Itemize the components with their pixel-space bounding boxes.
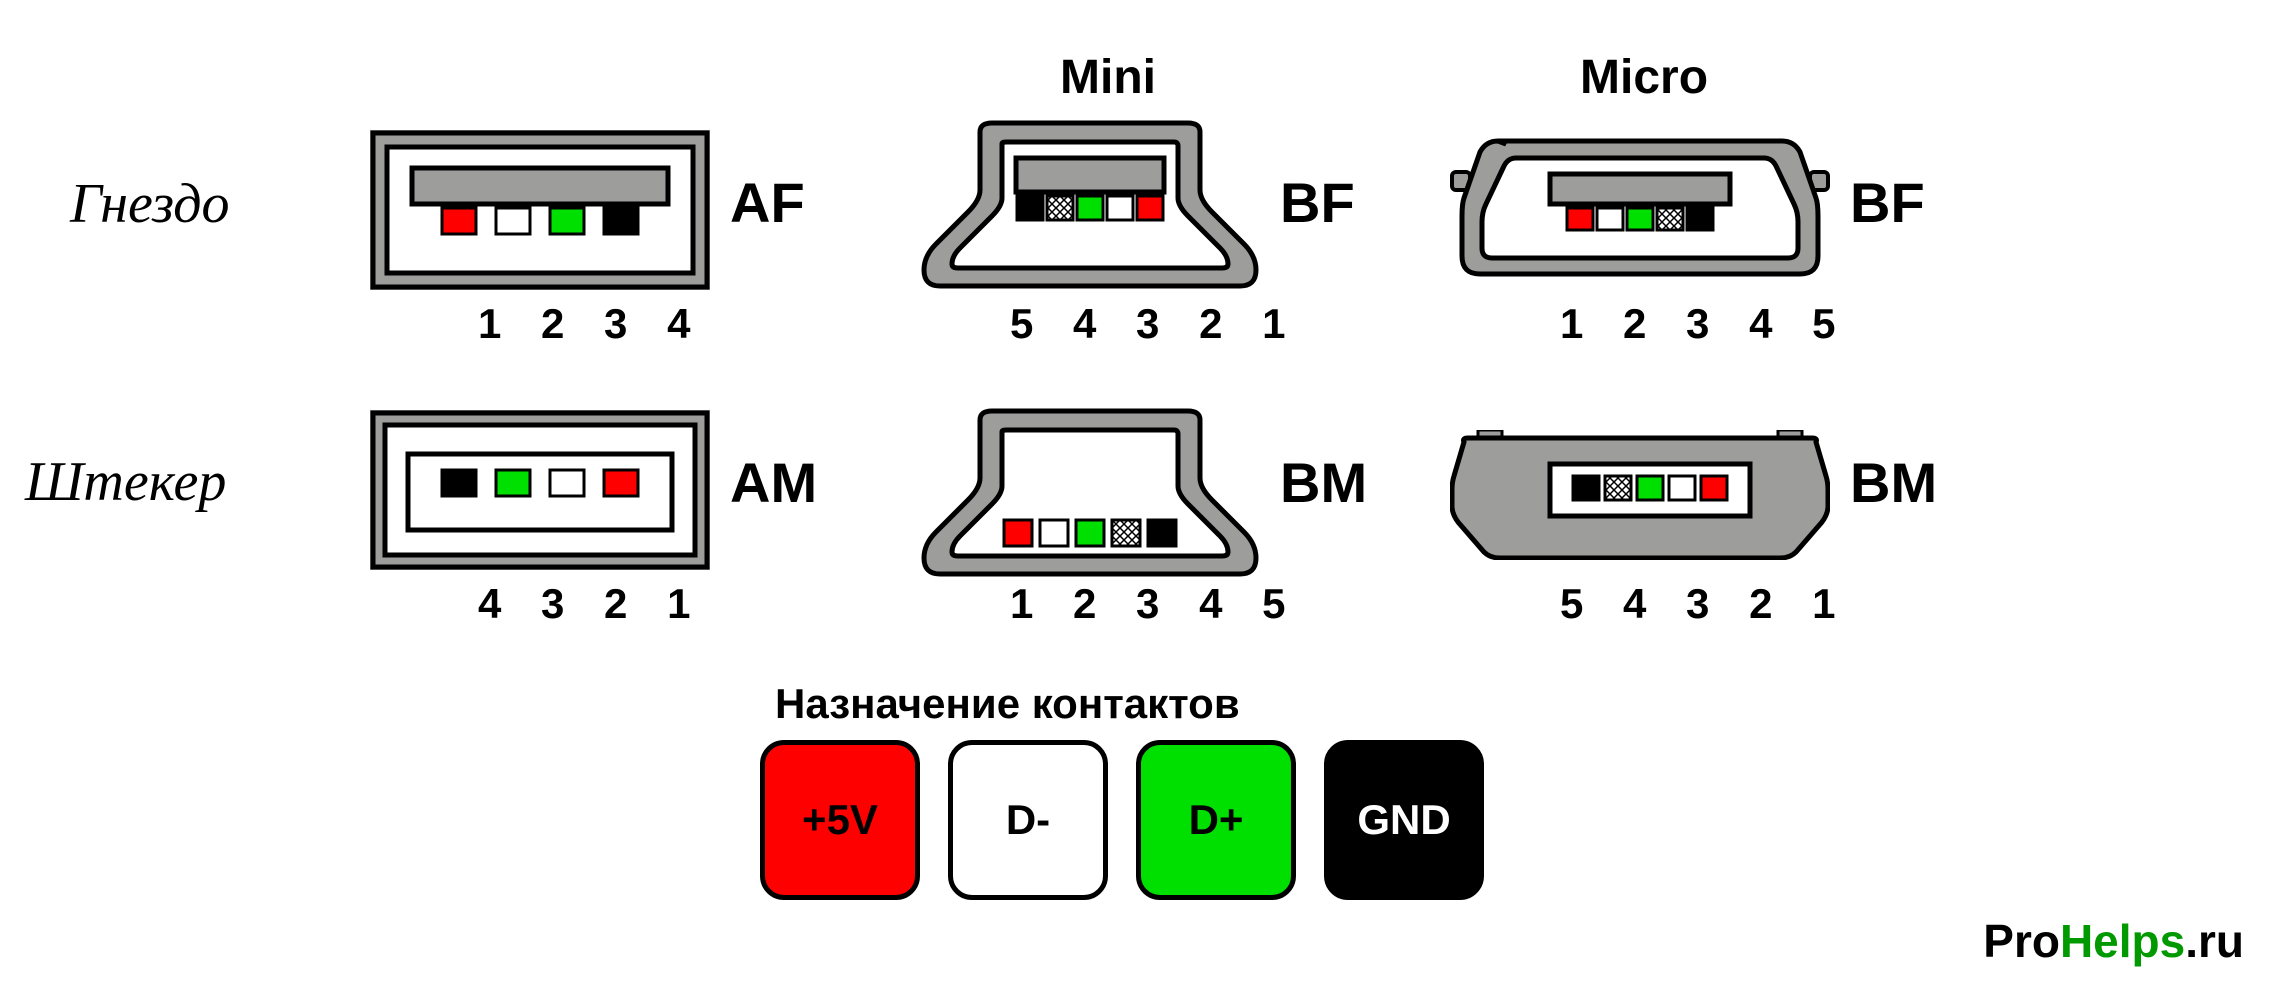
- label-af: AF: [730, 170, 805, 235]
- pins-mini-bm: 1 2 3 4 5: [1010, 580, 1299, 628]
- label-mini-bm: BM: [1280, 450, 1367, 515]
- row-label-plug: Штекер: [25, 450, 226, 514]
- connector-mini-bm: [920, 408, 1260, 583]
- pins-micro-bf: 1 2 3 4 5: [1560, 300, 1849, 348]
- label-mini-bf: BF: [1280, 170, 1355, 235]
- col-header-micro: Micro: [1580, 50, 1708, 105]
- watermark-helps: Helps: [2060, 915, 2185, 967]
- watermark-pro: Pro: [1983, 915, 2060, 967]
- pins-mini-bf: 5 4 3 2 1: [1010, 300, 1299, 348]
- col-header-mini: Mini: [1060, 50, 1156, 105]
- legend-title: Назначение контактов: [775, 680, 1240, 728]
- watermark-ru: .ru: [2185, 915, 2244, 967]
- pins-micro-bm: 5 4 3 2 1: [1560, 580, 1849, 628]
- legend-row: +5VD-D+GND: [760, 740, 1484, 900]
- connector-am: [370, 410, 710, 575]
- watermark: ProHelps.ru: [1983, 914, 2244, 968]
- legend-swatch: GND: [1324, 740, 1484, 900]
- pins-af: 1 2 3 4: [478, 300, 704, 348]
- connector-af: [370, 130, 710, 295]
- legend-swatch: +5V: [760, 740, 920, 900]
- row-label-socket: Гнездо: [70, 172, 230, 236]
- legend-swatch: D+: [1136, 740, 1296, 900]
- connector-micro-bf: [1450, 138, 1830, 283]
- label-micro-bf: BF: [1850, 170, 1925, 235]
- legend-swatch: D-: [948, 740, 1108, 900]
- connector-mini-bf: [920, 120, 1260, 295]
- label-am: AM: [730, 450, 817, 515]
- connector-micro-bm: [1450, 430, 1830, 565]
- label-micro-bm: BM: [1850, 450, 1937, 515]
- pins-am: 4 3 2 1: [478, 580, 704, 628]
